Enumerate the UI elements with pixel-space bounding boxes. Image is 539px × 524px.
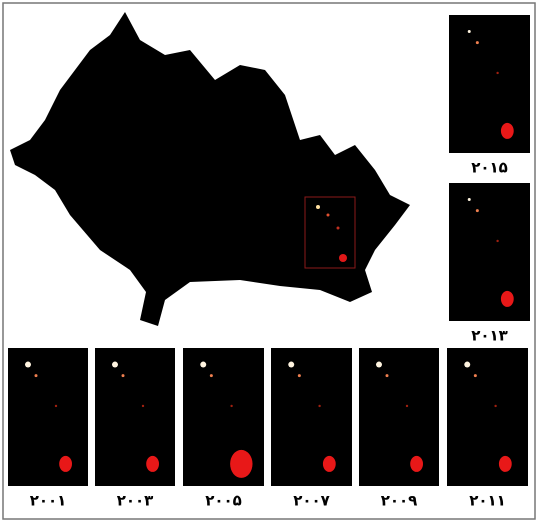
light-spot (298, 374, 301, 377)
year-label: ۲۰۰۹ (381, 492, 418, 510)
light-spot (122, 374, 125, 377)
light-spot (210, 374, 213, 377)
light-spot (35, 374, 38, 377)
light-spot (406, 405, 408, 407)
highlight (339, 254, 347, 262)
year-label: ۲۰۰۵ (205, 492, 242, 510)
year-label: ۲۰۰۷ (293, 492, 330, 510)
light-spot (323, 456, 336, 472)
light-spot (146, 456, 159, 472)
light-spot (55, 405, 57, 407)
light-spot (499, 456, 512, 472)
figure: ۲۰۱۵ ۲۰۱۳ ۲۰۰۱ ۲۰۰۳ ۲۰۰۵ ۲۰۰۷ ۲۰۰۹ ۲۰۱۱ (0, 0, 539, 524)
map-panel (359, 348, 439, 486)
light-spot (112, 362, 118, 368)
year-label: ۲۰۱۱ (469, 492, 506, 510)
light-spot (468, 30, 471, 33)
light-spot (200, 362, 206, 368)
highlight (316, 205, 320, 209)
light-spot (501, 123, 514, 139)
year-label: ۲۰۰۳ (117, 492, 154, 510)
map-panel (449, 15, 530, 153)
light-spot (496, 240, 498, 242)
light-spot (230, 450, 252, 478)
map-panel (8, 348, 88, 486)
light-spot (464, 362, 470, 368)
light-spot (496, 72, 498, 74)
light-spot (59, 456, 72, 472)
light-spot (288, 362, 294, 368)
light-spot (25, 362, 31, 368)
year-label: ۲۰۱۵ (471, 159, 508, 177)
year-label: ۲۰۰۱ (30, 492, 67, 510)
light-spot (476, 41, 479, 44)
light-spot (474, 374, 477, 377)
light-spot (142, 405, 144, 407)
light-spot (476, 209, 479, 212)
highlight (337, 227, 340, 230)
light-spot (386, 374, 389, 377)
map-panel (95, 348, 175, 486)
light-spot (468, 198, 471, 201)
map-panel (449, 183, 530, 321)
map-panel (271, 348, 352, 486)
light-spot (494, 405, 496, 407)
year-label: ۲۰۱۳ (471, 327, 508, 345)
map-panel (447, 348, 528, 486)
light-spot (410, 456, 423, 472)
highlight (327, 214, 330, 217)
light-spot (318, 405, 320, 407)
light-spot (376, 362, 382, 368)
light-spot (501, 291, 514, 307)
light-spot (230, 405, 232, 407)
